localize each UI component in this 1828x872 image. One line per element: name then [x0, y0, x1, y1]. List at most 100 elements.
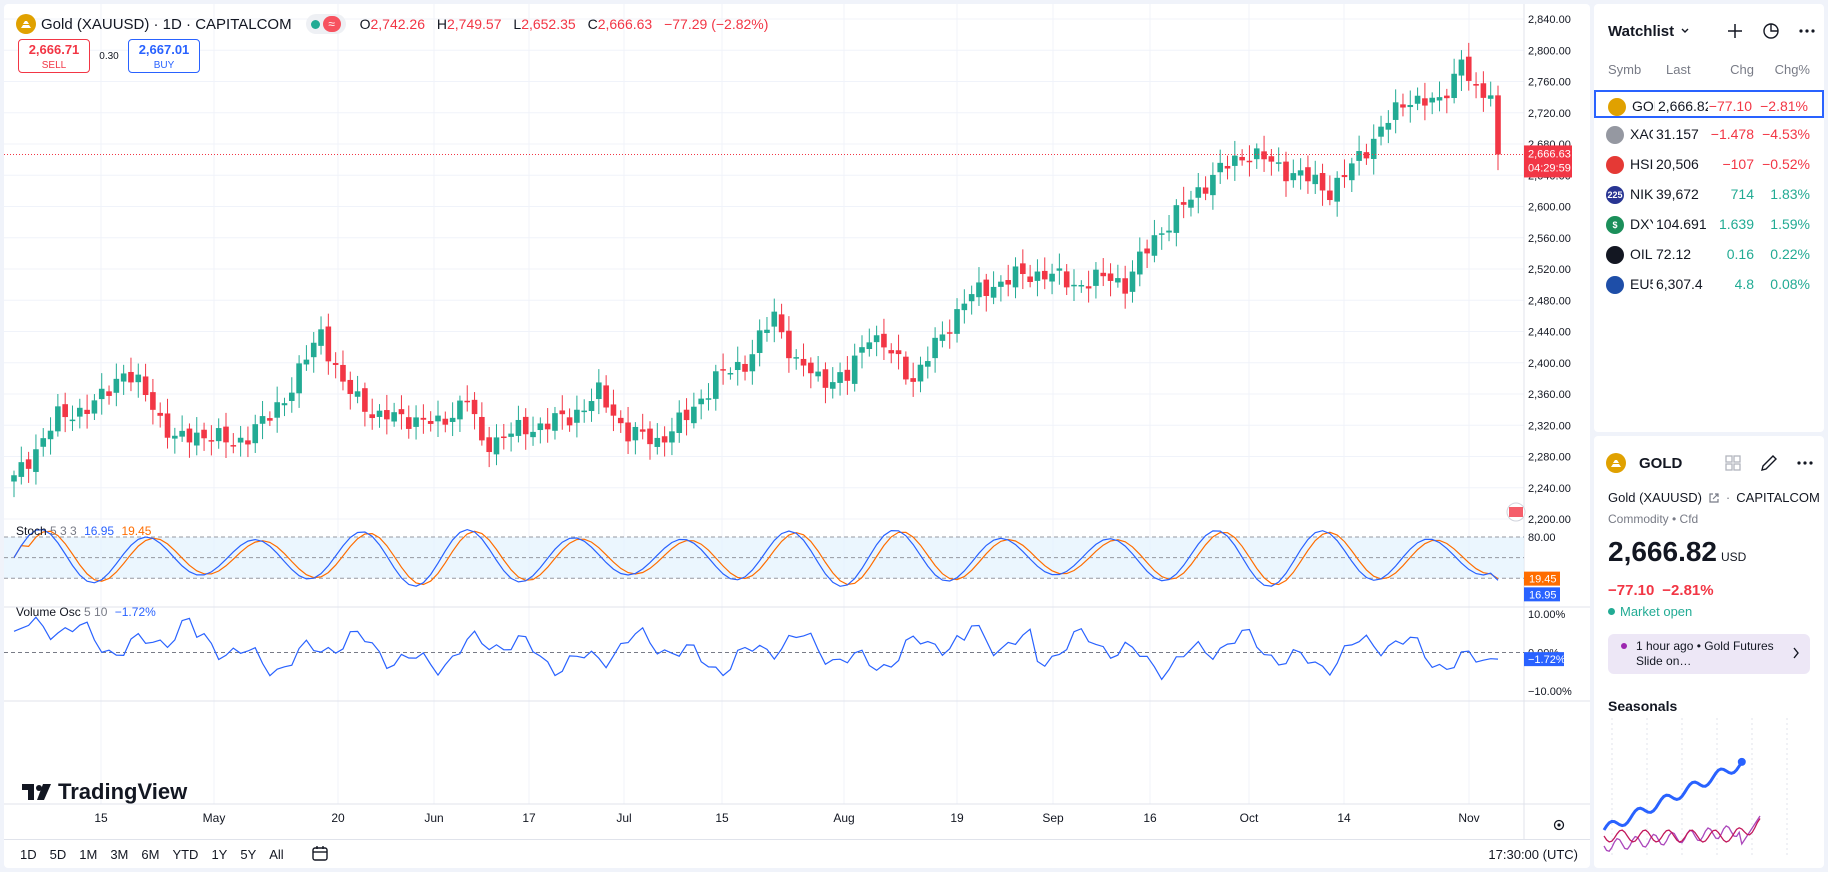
col-last[interactable]: Last: [1666, 62, 1691, 77]
tradingview-logo-icon: [22, 784, 51, 800]
news-card[interactable]: 1 hour ago • Gold Futures Slide on…: [1608, 634, 1810, 674]
candle-body: [303, 359, 310, 365]
calendar-range-icon[interactable]: [311, 845, 333, 863]
candle-body: [113, 378, 120, 393]
candle-body: [142, 376, 149, 396]
candle-body: [859, 347, 865, 353]
candle-body: [1144, 248, 1150, 254]
col-pct[interactable]: Chg%: [1774, 62, 1810, 77]
candle-body: [851, 355, 858, 384]
countdown-label: 04:29:59: [1528, 162, 1571, 174]
range-3m[interactable]: 3M: [110, 846, 129, 862]
time-tick-label: 15: [94, 811, 108, 825]
candle-body: [1056, 268, 1063, 271]
market-status-pill[interactable]: ≈: [305, 14, 346, 34]
candle-body: [413, 417, 419, 427]
range-1m[interactable]: 1M: [79, 846, 98, 862]
candle-body: [976, 282, 982, 298]
candle-body: [150, 392, 156, 410]
candle-body: [603, 385, 609, 408]
watchlist-last: 72.12: [1656, 246, 1692, 262]
buy-button[interactable]: 2,667.01 BUY: [128, 39, 200, 73]
watchlist-row[interactable]: GOLD2,666.82−77.10 −2.81%: [1594, 90, 1824, 118]
external-link-icon[interactable]: [1708, 492, 1720, 504]
seasonals-title[interactable]: Seasonals: [1608, 698, 1678, 714]
watchlist-row[interactable]: OIL 72.12 0.16 0.22%: [1594, 240, 1824, 268]
seasonal-current-dot: [1737, 757, 1746, 766]
range-1d[interactable]: 1D: [20, 846, 37, 862]
candle-body: [1495, 95, 1501, 155]
add-symbol-icon[interactable]: [1724, 20, 1746, 42]
volosc-line: [13, 616, 1499, 681]
edit-icon[interactable]: [1758, 452, 1780, 474]
col-chg[interactable]: Chg: [1730, 62, 1754, 77]
range-all[interactable]: All: [269, 846, 284, 862]
candle-body: [742, 363, 748, 372]
candle-body: [1166, 230, 1172, 233]
range-ytd[interactable]: YTD: [172, 846, 199, 862]
date-range-bar: 1D 5D 1M 3M 6M YTD 1Y 5Y All 17:30:00 (U…: [4, 839, 1590, 868]
range-5y[interactable]: 5Y: [240, 846, 257, 862]
candle-body: [1290, 173, 1297, 181]
chart-canvas[interactable]: 2,840.002,800.002,760.002,720.002,680.00…: [4, 4, 1590, 868]
details-header: GOLD: [1606, 450, 1816, 476]
symbol-logo-icon: [1608, 98, 1626, 116]
advanced-view-icon[interactable]: [1760, 20, 1782, 42]
watchlist-row[interactable]: $ DXY104.691 1.639 1.59%: [1594, 210, 1824, 238]
chart-panel[interactable]: 2,840.00 2,800.00 2,760.00 2,720.00 2,680.00…: [4, 4, 1590, 868]
stoch-tick-label: 80.00: [1528, 532, 1556, 544]
watchlist-chg: 0.16: [1726, 246, 1754, 262]
candle-body: [1356, 151, 1362, 161]
candle-body: [1283, 161, 1289, 182]
watchlist-row[interactable]: EU506,307.4 4.8 0.08%: [1594, 270, 1824, 298]
symbol-title[interactable]: Gold (XAUUSD) · 1D · CAPITALCOM: [41, 15, 292, 33]
candle-body: [1414, 95, 1421, 104]
watchlist-title[interactable]: Watchlist: [1608, 22, 1675, 40]
candle-body: [808, 362, 814, 374]
range-1y[interactable]: 1Y: [211, 846, 228, 862]
candle-body: [237, 437, 244, 443]
candle-body: [712, 371, 719, 399]
watchlist-symbol: NIKKEI: [1630, 186, 1653, 202]
candle-body: [332, 363, 339, 365]
more-options-icon[interactable]: [1796, 20, 1818, 42]
candle-body: [1239, 156, 1245, 161]
tradingview-logo[interactable]: TradingView: [22, 779, 187, 805]
candle-body: [990, 286, 997, 298]
symbol-logo-icon: $: [1606, 216, 1624, 234]
candle-body: [91, 400, 98, 414]
candle-body: [259, 416, 266, 424]
chevron-down-icon[interactable]: [1680, 26, 1690, 36]
candle-body: [135, 374, 142, 383]
candle-body: [84, 409, 90, 414]
stoch-legend[interactable]: Stoch 5 3 3 16.95 19.45: [16, 524, 152, 538]
candle-body: [1392, 102, 1399, 120]
candle-body: [310, 342, 317, 358]
more-options-icon[interactable]: [1794, 452, 1816, 474]
range-5d[interactable]: 5D: [49, 846, 67, 862]
candle-body: [581, 410, 588, 413]
range-6m[interactable]: 6M: [141, 846, 160, 862]
candle-body: [267, 418, 273, 421]
stoch-k-badge-label: 16.95: [1529, 589, 1557, 601]
candle-body: [208, 440, 215, 442]
details-symbol[interactable]: GOLD: [1639, 454, 1683, 472]
watchlist-row[interactable]: XAGUSD31.157 −1.478 −4.53%: [1594, 120, 1824, 148]
time-tick-label: Jul: [616, 811, 631, 825]
candle-body: [340, 364, 346, 382]
volosc-legend[interactable]: Volume Osc 5 10 −1.72%: [16, 605, 156, 619]
seasonals-chart[interactable]: [1602, 718, 1816, 858]
open-value: 2,742.26: [370, 16, 425, 32]
sell-button[interactable]: 2,666.71 SELL: [18, 39, 90, 73]
candle-body: [1268, 156, 1275, 162]
candle-body: [1129, 271, 1136, 292]
candle-body: [128, 371, 134, 383]
axis-settings-icon[interactable]: [1552, 818, 1566, 832]
col-symbol[interactable]: Symb: [1608, 62, 1642, 77]
utc-clock[interactable]: 17:30:00 (UTC): [1488, 847, 1578, 862]
watchlist-row[interactable]: HSI 20,506 −107 −0.52%: [1594, 150, 1824, 178]
grid-view-icon[interactable]: [1722, 452, 1744, 474]
watchlist-row[interactable]: 225 NIKKEI39,672 714 1.83%: [1594, 180, 1824, 208]
watchlist-symbol: GOLD: [1632, 98, 1655, 114]
